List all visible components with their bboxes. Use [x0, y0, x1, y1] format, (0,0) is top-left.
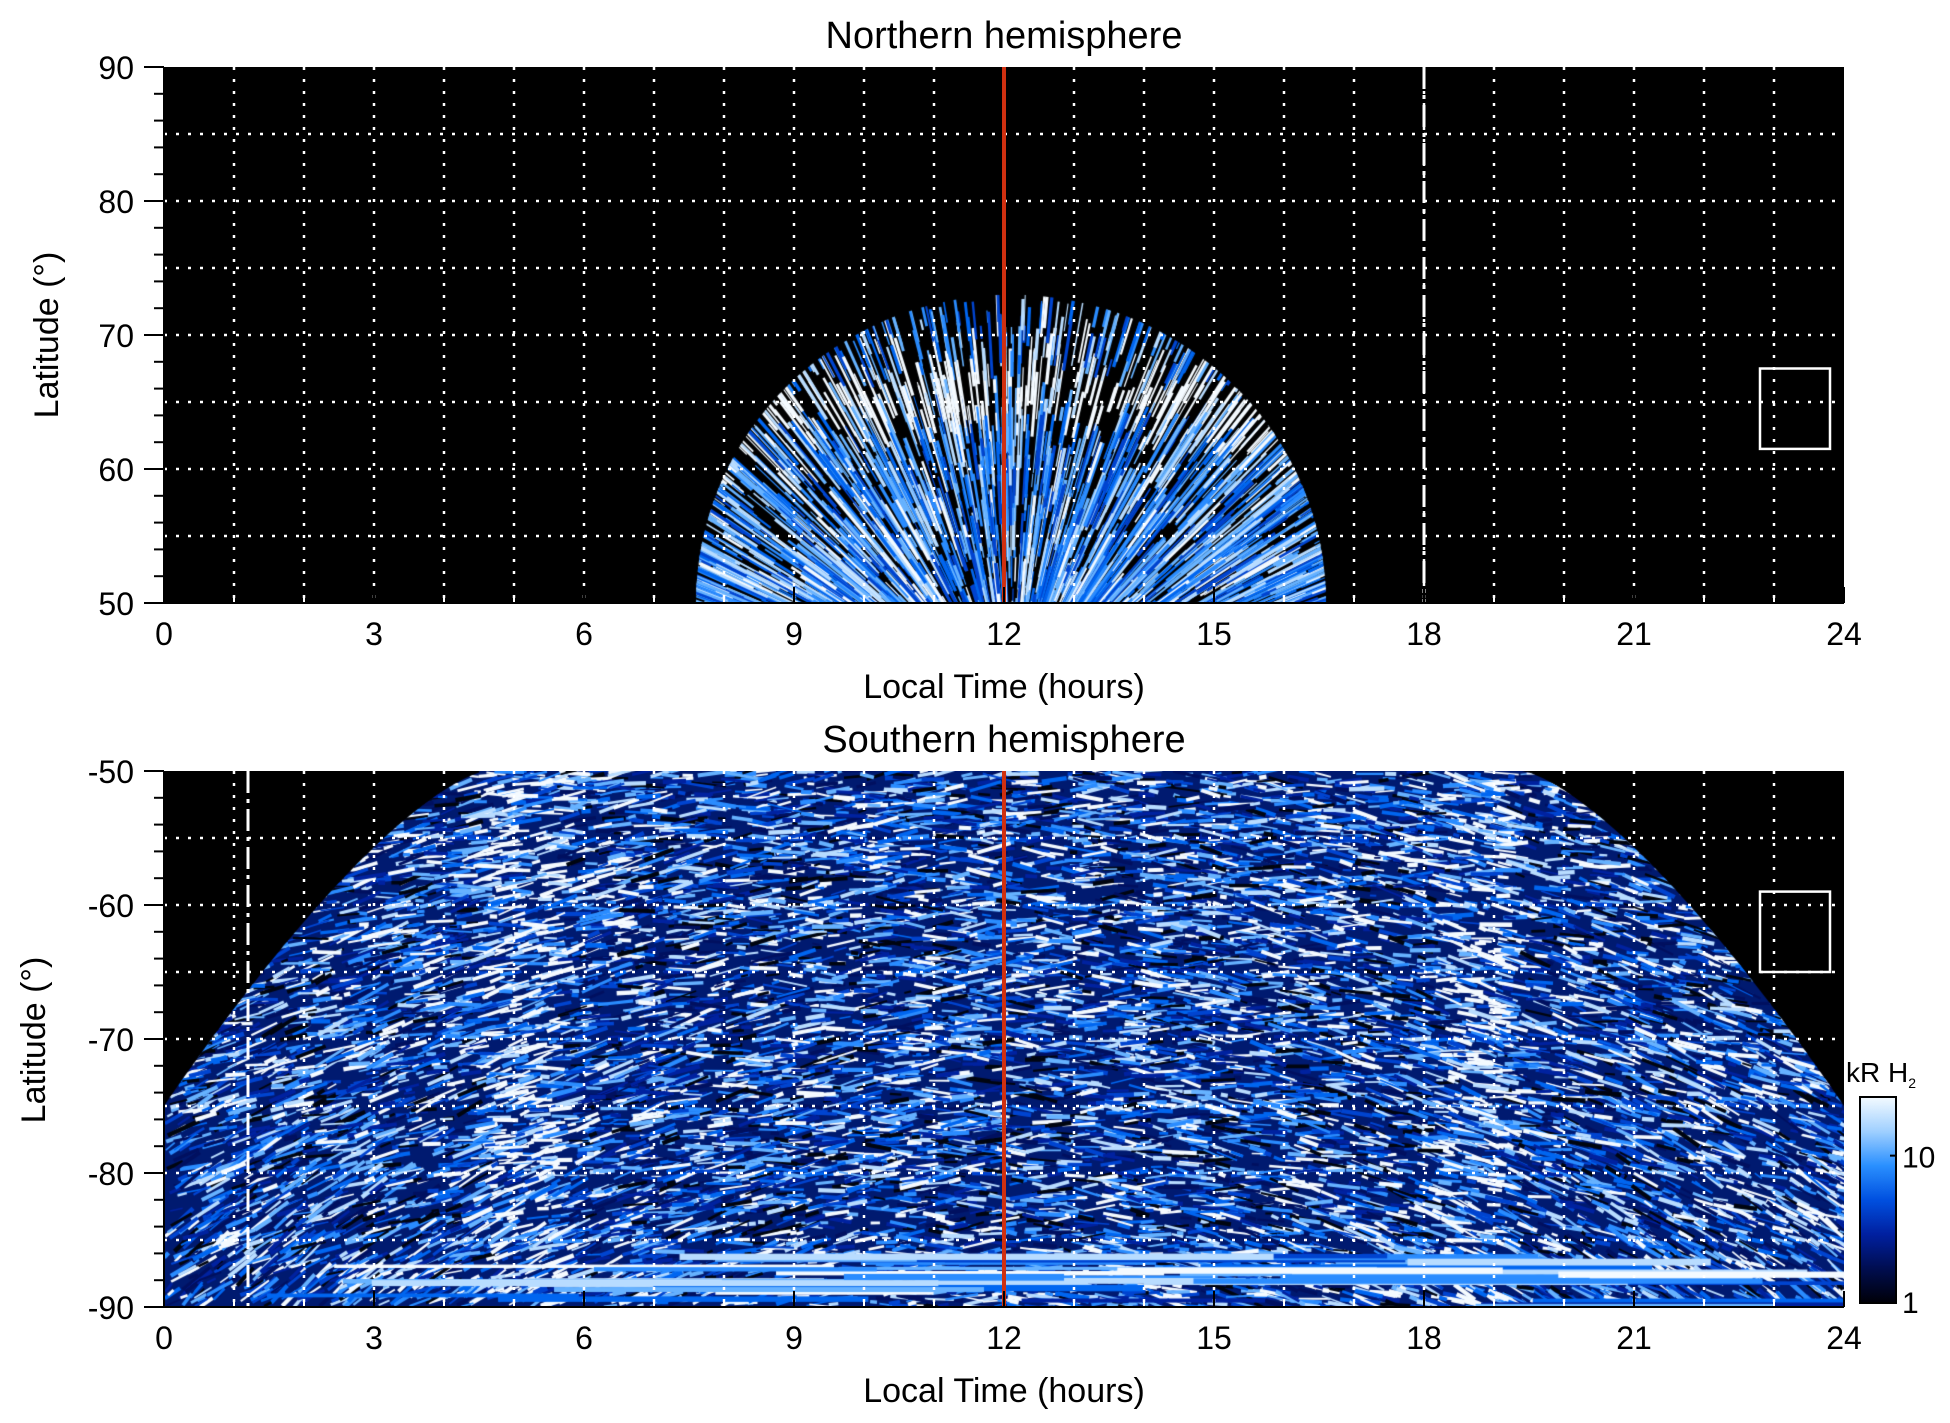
- x-tick-label: 12: [986, 1320, 1022, 1356]
- x-tick-label: 21: [1616, 1320, 1652, 1356]
- x-tick-label: 0: [155, 616, 173, 652]
- x-tick-label: 24: [1826, 1320, 1862, 1356]
- y-tick-label: -90: [88, 1290, 134, 1326]
- x-tick-label: 18: [1406, 1320, 1442, 1356]
- south-title: Southern hemisphere: [822, 719, 1185, 761]
- colorbar-tick-label: 10: [1902, 1142, 1935, 1175]
- reference-box: [1758, 367, 1832, 451]
- x-tick-label: 0: [155, 1320, 173, 1356]
- north-xlabel: Local Time (hours): [863, 668, 1145, 706]
- x-tick-label: 12: [986, 616, 1022, 652]
- x-tick-label: 6: [575, 616, 593, 652]
- colorbar-gradient: [1860, 1097, 1896, 1303]
- y-tick-label: 50: [98, 586, 134, 622]
- x-tick-label: 9: [785, 1320, 803, 1356]
- colorbar-tick-label: 1: [1902, 1287, 1919, 1320]
- x-tick-label: 15: [1196, 616, 1232, 652]
- x-tick-label: 3: [365, 616, 383, 652]
- y-tick-label: 70: [98, 318, 134, 354]
- colorbar-frame: [1859, 1096, 1897, 1304]
- reference-box: [1758, 890, 1832, 974]
- y-tick-label: -60: [88, 888, 134, 924]
- y-tick-label: 80: [98, 184, 134, 220]
- y-tick-label: -80: [88, 1156, 134, 1192]
- x-tick-label: 9: [785, 616, 803, 652]
- x-tick-label: 15: [1196, 1320, 1232, 1356]
- colorbar-label: kR H2: [1846, 1057, 1916, 1091]
- x-tick-label: 3: [365, 1320, 383, 1356]
- y-tick-label: -70: [88, 1022, 134, 1058]
- x-tick-label: 6: [575, 1320, 593, 1356]
- y-tick-label: 60: [98, 452, 134, 488]
- x-tick-label: 24: [1826, 616, 1862, 652]
- x-tick-label: 18: [1406, 616, 1442, 652]
- south-xlabel: Local Time (hours): [863, 1372, 1145, 1410]
- x-tick-label: 21: [1616, 616, 1652, 652]
- y-tick-label: -50: [88, 754, 134, 790]
- north-ylabel: Latitude (°): [28, 252, 66, 419]
- north-title: Northern hemisphere: [826, 15, 1183, 57]
- south-ylabel: Latitude (°): [15, 957, 53, 1124]
- y-tick-label: 90: [98, 50, 134, 86]
